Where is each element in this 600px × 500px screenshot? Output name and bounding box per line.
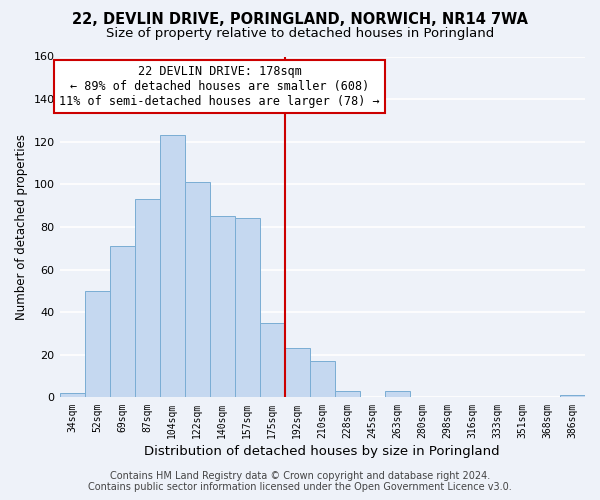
Bar xyxy=(110,246,134,398)
Y-axis label: Number of detached properties: Number of detached properties xyxy=(15,134,28,320)
Bar xyxy=(310,361,335,398)
Bar xyxy=(59,393,85,398)
Text: Size of property relative to detached houses in Poringland: Size of property relative to detached ho… xyxy=(106,28,494,40)
Bar xyxy=(385,391,410,398)
Bar xyxy=(185,182,209,398)
X-axis label: Distribution of detached houses by size in Poringland: Distribution of detached houses by size … xyxy=(145,444,500,458)
Bar xyxy=(260,323,285,398)
Bar xyxy=(285,348,310,398)
Text: Contains HM Land Registry data © Crown copyright and database right 2024.
Contai: Contains HM Land Registry data © Crown c… xyxy=(88,471,512,492)
Text: 22 DEVLIN DRIVE: 178sqm
← 89% of detached houses are smaller (608)
11% of semi-d: 22 DEVLIN DRIVE: 178sqm ← 89% of detache… xyxy=(59,65,380,108)
Bar xyxy=(335,391,360,398)
Bar xyxy=(209,216,235,398)
Text: 22, DEVLIN DRIVE, PORINGLAND, NORWICH, NR14 7WA: 22, DEVLIN DRIVE, PORINGLAND, NORWICH, N… xyxy=(72,12,528,28)
Bar xyxy=(235,218,260,398)
Bar xyxy=(160,136,185,398)
Bar xyxy=(134,200,160,398)
Bar xyxy=(560,396,585,398)
Bar xyxy=(85,291,110,398)
